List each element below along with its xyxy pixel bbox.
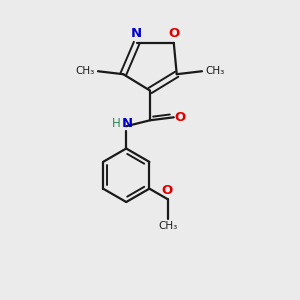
Text: N: N <box>122 117 133 130</box>
Text: CH₃: CH₃ <box>158 221 178 231</box>
Text: CH₃: CH₃ <box>206 66 225 76</box>
Text: N: N <box>131 27 142 40</box>
Text: CH₃: CH₃ <box>75 66 94 76</box>
Text: O: O <box>169 27 180 40</box>
Text: O: O <box>175 111 186 124</box>
Text: O: O <box>161 184 173 197</box>
Text: H: H <box>112 117 120 130</box>
